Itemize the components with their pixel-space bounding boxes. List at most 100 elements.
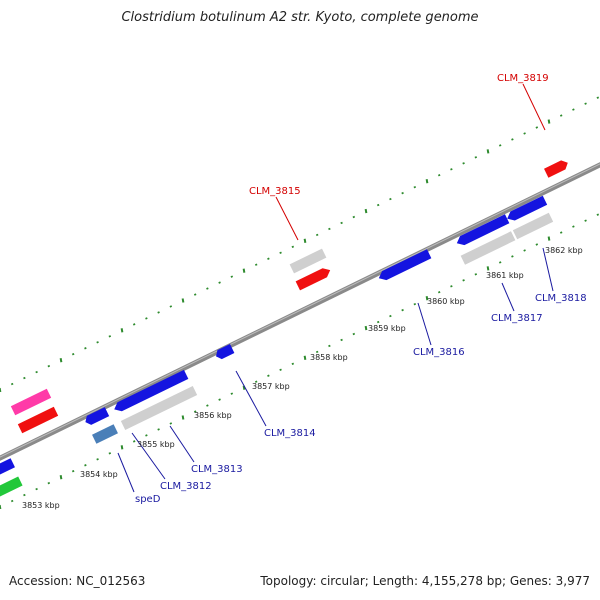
inner-tick-minor xyxy=(157,428,160,431)
gene-CLM_3813[interactable] xyxy=(112,369,189,414)
outer-tick-minor xyxy=(71,353,75,356)
outer-tick-minor xyxy=(157,311,160,314)
outer-tick-minor xyxy=(291,245,295,249)
label-CLM_3814[interactable]: CLM_3814 xyxy=(264,428,316,439)
inner-tick-minor xyxy=(315,350,319,354)
inner-tick-minor xyxy=(584,219,587,222)
outer-tick-major xyxy=(242,268,246,273)
gene-CLM_3818[interactable] xyxy=(505,195,548,223)
outer-tick-minor xyxy=(230,275,234,278)
outer-tick-minor xyxy=(328,227,331,231)
feature-blue-edge[interactable] xyxy=(0,458,15,478)
outer-tick-minor xyxy=(206,287,209,290)
outer-tick-minor xyxy=(462,162,465,165)
outer-tick-minor xyxy=(35,370,38,374)
outer-tick-minor xyxy=(596,96,600,99)
inner-tick-minor xyxy=(193,410,197,413)
inner-tick-track xyxy=(0,213,600,510)
label-CLM_3815[interactable]: CLM_3815 xyxy=(249,186,301,197)
gene-CLM_3812[interactable] xyxy=(83,407,110,427)
label-CLM_3816[interactable]: CLM_3816 xyxy=(413,347,465,358)
inner-tick-major xyxy=(242,385,246,390)
inner-tick-minor xyxy=(401,308,404,312)
inner-tick-minor xyxy=(511,255,514,258)
gene-labels: speD CLM_3812 CLM_3813 CLM_3814 CLM_3815… xyxy=(135,73,587,505)
genome-backbone xyxy=(0,162,600,461)
inner-tick-minor xyxy=(254,380,258,383)
label-CLM_3819[interactable]: CLM_3819 xyxy=(497,73,549,84)
inner-tick-major xyxy=(425,296,429,301)
inner-tick-minor xyxy=(596,213,600,216)
gene-CLM_3817[interactable] xyxy=(455,214,510,248)
outer-tick-major xyxy=(120,328,124,333)
outer-tick-major xyxy=(303,238,307,244)
outer-tick-minor xyxy=(108,335,112,338)
inner-tick-minor xyxy=(437,291,441,294)
inner-tick-minor xyxy=(23,493,26,497)
feature-red-left[interactable] xyxy=(17,406,59,434)
feature-magenta[interactable] xyxy=(10,388,52,416)
scale-label-3862: 3862 kbp xyxy=(545,246,583,255)
accession-text: Accession: NC_012563 xyxy=(9,574,146,588)
scale-label-3861: 3861 kbp xyxy=(486,271,524,280)
scale-label-3853: 3853 kbp xyxy=(22,501,60,510)
gene-CLM_3816[interactable] xyxy=(377,249,432,283)
inner-tick-minor xyxy=(328,344,331,348)
outer-tick-minor xyxy=(315,233,319,237)
scale-labels: 3853 kbp 3854 kbp 3855 kbp 3856 kbp 3857… xyxy=(22,246,583,510)
inner-tick-minor xyxy=(474,273,478,276)
inner-tick-major xyxy=(547,236,551,241)
outer-tick-minor xyxy=(584,102,587,105)
gene-CLM_3819[interactable] xyxy=(544,158,570,178)
label-leaders xyxy=(117,83,554,493)
gene-CLM_3814[interactable] xyxy=(214,343,235,361)
inner-tick-minor xyxy=(96,458,99,461)
outer-tick-minor xyxy=(218,281,221,284)
outer-tick-major xyxy=(425,179,429,184)
gene-speD[interactable] xyxy=(92,424,118,444)
inner-tick-minor xyxy=(462,279,465,282)
feature-green-edge[interactable] xyxy=(0,476,23,500)
feature-gray-3817[interactable] xyxy=(460,231,516,265)
outer-tick-minor xyxy=(84,347,87,350)
outer-tick-minor xyxy=(437,174,441,177)
feature-gray-3813[interactable] xyxy=(120,385,198,431)
outer-tick-track xyxy=(0,96,600,393)
label-CLM_3818[interactable]: CLM_3818 xyxy=(535,293,587,304)
gene-CLM_3815[interactable] xyxy=(295,266,333,291)
outer-tick-minor xyxy=(389,197,392,201)
outer-tick-minor xyxy=(340,221,343,225)
outer-tick-minor xyxy=(572,108,575,111)
outer-tick-major xyxy=(59,357,63,363)
inner-tick-minor xyxy=(498,261,502,264)
outer-tick-minor xyxy=(523,132,526,135)
outer-tick-minor xyxy=(47,364,51,368)
inner-tick-minor xyxy=(572,225,575,228)
outer-tick-major xyxy=(364,208,368,214)
feature-gray-3815[interactable] xyxy=(289,248,327,274)
inner-tick-minor xyxy=(35,487,38,491)
label-CLM_3817[interactable]: CLM_3817 xyxy=(491,313,543,324)
label-CLM_3812[interactable]: CLM_3812 xyxy=(160,481,212,492)
scale-label-3855: 3855 kbp xyxy=(137,440,175,449)
inner-tick-minor xyxy=(10,499,14,503)
outer-tick-minor xyxy=(23,376,26,380)
feature-gray-3818[interactable] xyxy=(512,212,554,240)
scale-label-3856: 3856 kbp xyxy=(194,411,232,420)
label-CLM_3813[interactable]: CLM_3813 xyxy=(191,464,243,475)
outer-tick-minor xyxy=(169,305,173,308)
label-speD[interactable]: speD xyxy=(135,494,161,505)
inner-tick-minor xyxy=(84,464,87,467)
inner-tick-major xyxy=(486,266,490,271)
scale-label-3858: 3858 kbp xyxy=(310,353,348,362)
inner-tick-minor xyxy=(71,470,75,473)
outer-tick-minor xyxy=(413,185,417,189)
map-title: Clostridium botulinum A2 str. Kyoto, com… xyxy=(121,10,479,25)
inner-tick-minor xyxy=(169,422,173,425)
inner-tick-minor xyxy=(523,249,526,252)
outer-tick-minor xyxy=(10,382,14,386)
inner-tick-minor xyxy=(47,481,51,485)
outer-tick-minor xyxy=(132,323,136,326)
outer-tick-minor xyxy=(535,126,539,129)
